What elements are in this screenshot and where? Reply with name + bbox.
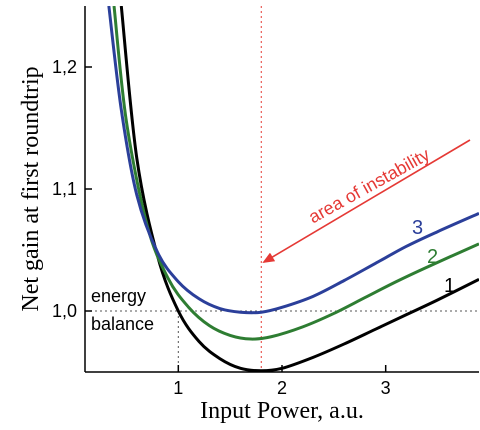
x-tick-label-1: 2 — [277, 378, 287, 398]
y-tick-label-0: 1,0 — [52, 301, 77, 321]
y-axis-title: Net gain at first roundtrip — [18, 66, 44, 311]
instability-arrow — [262, 139, 471, 264]
series-label-2: 2 — [427, 246, 438, 268]
axes — [84, 6, 479, 373]
series-line-3 — [107, 6, 479, 315]
tick-labels: 1,0 1,1 1,2 1 2 3 — [52, 57, 391, 398]
energy-balance-label-line1: energy — [91, 286, 146, 306]
energy-balance-label-line2: balance — [91, 314, 154, 334]
x-tick-label-0: 1 — [173, 378, 183, 398]
series-label-3: 3 — [412, 217, 423, 239]
series-line-1 — [119, 6, 479, 372]
instability-label: area of instability — [305, 144, 433, 227]
x-axis-title: Input Power, a.u. — [200, 398, 364, 424]
series-label-1: 1 — [444, 275, 455, 297]
y-tick-label-1: 1,1 — [52, 179, 77, 199]
series-layer — [107, 6, 479, 372]
x-tick-label-2: 3 — [381, 378, 391, 398]
y-tick-label-2: 1,2 — [52, 57, 77, 77]
